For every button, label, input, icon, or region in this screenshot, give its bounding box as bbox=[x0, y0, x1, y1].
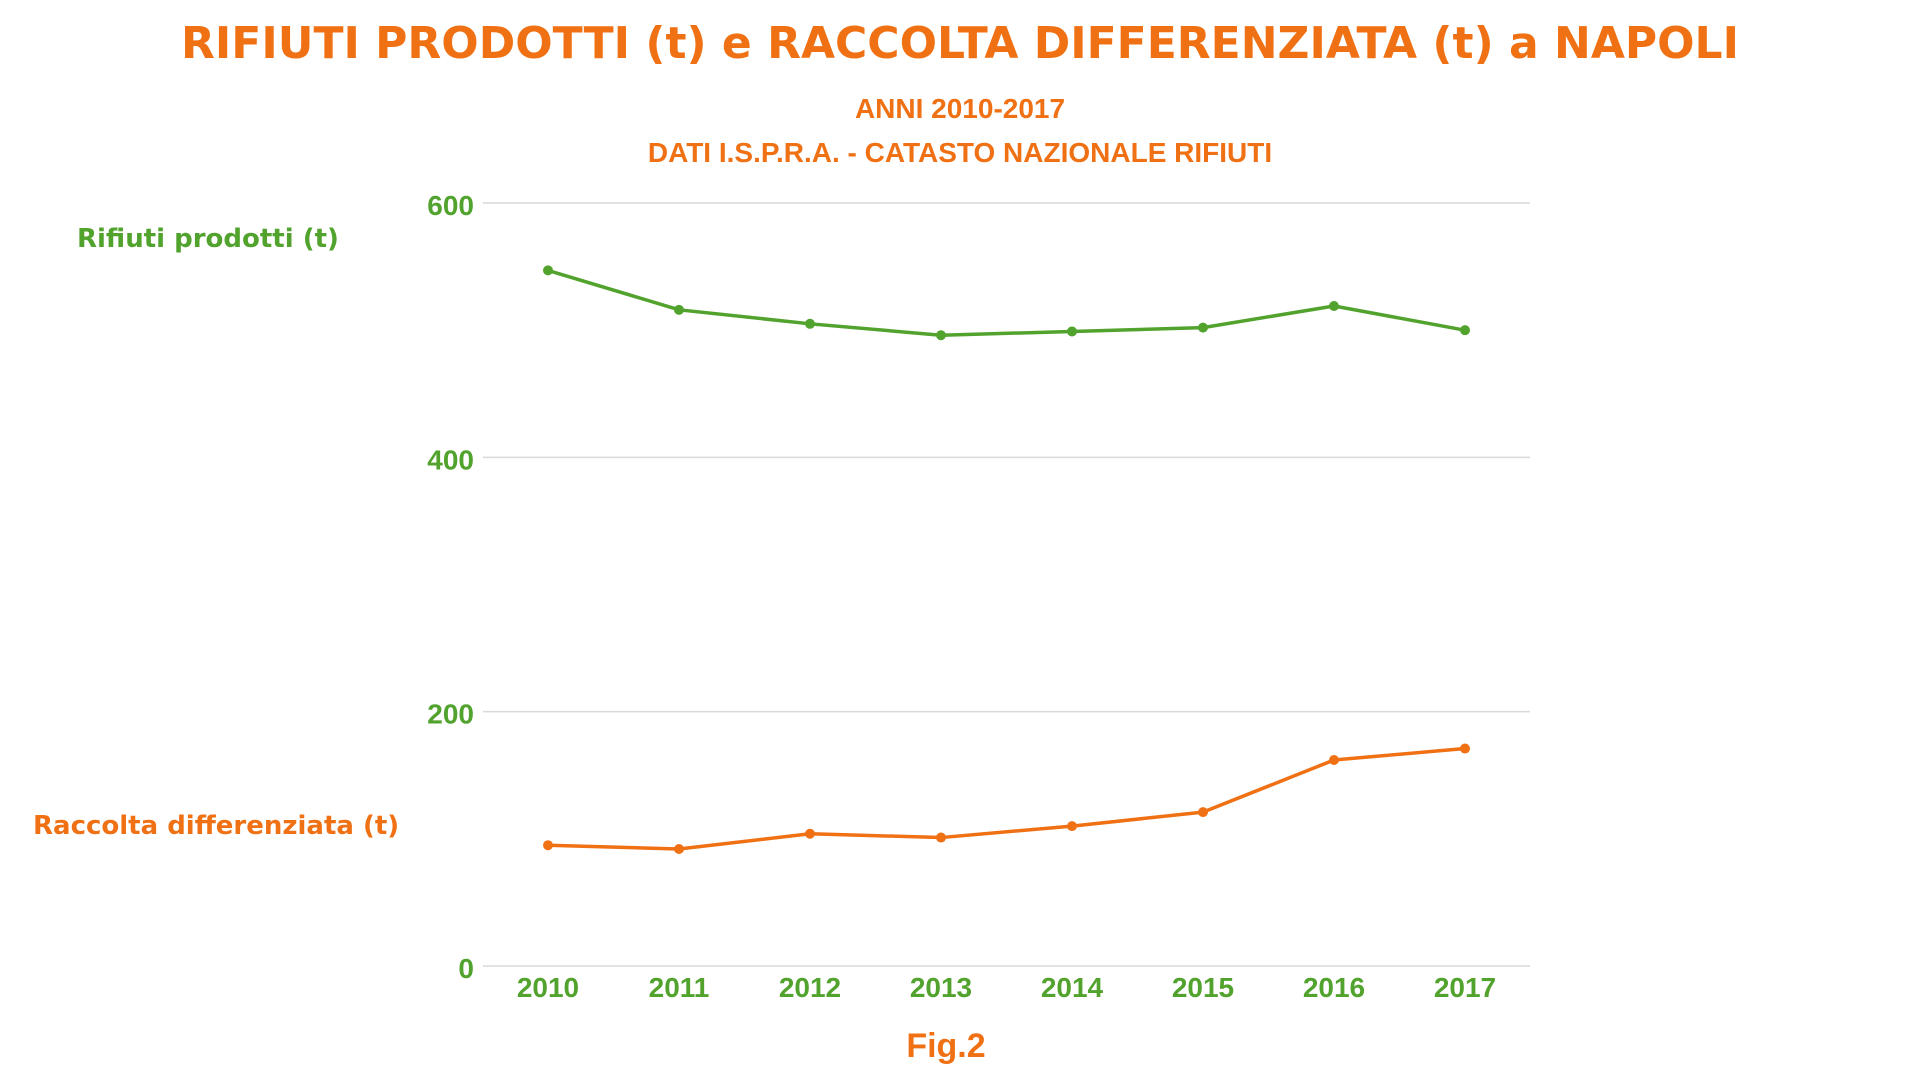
x-tick-label: 2017 bbox=[1434, 972, 1496, 1003]
data-point-rifiuti-prodotti bbox=[936, 330, 946, 341]
data-point-raccolta-differenziata bbox=[1460, 743, 1470, 754]
y-axis-ticks: 0 200 400 600 bbox=[427, 190, 474, 984]
data-point-raccolta-differenziata bbox=[674, 844, 684, 855]
x-tick-label: 2010 bbox=[517, 972, 579, 1003]
data-point-raccolta-differenziata bbox=[1198, 807, 1208, 818]
series-label-raccolta-differenziata: Raccolta differenziata (t) bbox=[33, 811, 399, 841]
data-point-rifiuti-prodotti bbox=[805, 318, 815, 329]
gridlines bbox=[483, 202, 1530, 967]
x-tick-label: 2011 bbox=[649, 972, 710, 1003]
series-label-rifiuti-prodotti: Rifiuti prodotti (t) bbox=[77, 224, 339, 254]
series-line-rifiuti-prodotti bbox=[546, 268, 1467, 338]
chart-subtitle-years: ANNI 2010-2017 bbox=[855, 93, 1065, 124]
x-tick-label: 2012 bbox=[779, 972, 841, 1003]
y-tick-label: 0 bbox=[458, 953, 474, 984]
data-point-rifiuti-prodotti bbox=[1329, 301, 1339, 312]
chart-title: RIFIUTI PRODOTTI (t) e RACCOLTA DIFFEREN… bbox=[181, 18, 1739, 69]
data-point-raccolta-differenziata bbox=[1329, 754, 1339, 765]
x-tick-label: 2016 bbox=[1303, 972, 1365, 1003]
figure-caption: Fig.2 bbox=[906, 1027, 985, 1065]
data-point-rifiuti-prodotti bbox=[1460, 325, 1470, 336]
series-line-raccolta-differenziata bbox=[546, 746, 1467, 851]
x-axis-ticks: 2010 2011 2012 2013 2014 2015 2016 2017 bbox=[517, 972, 1496, 1003]
x-tick-label: 2015 bbox=[1172, 972, 1234, 1003]
data-point-raccolta-differenziata bbox=[936, 832, 946, 843]
data-point-raccolta-differenziata bbox=[805, 828, 815, 839]
chart-subtitle-source: DATI I.S.P.R.A. - CATASTO NAZIONALE RIFI… bbox=[648, 137, 1272, 168]
series bbox=[543, 265, 1470, 855]
y-tick-label: 400 bbox=[427, 444, 474, 475]
data-point-rifiuti-prodotti bbox=[674, 304, 684, 315]
data-point-raccolta-differenziata bbox=[1067, 821, 1077, 832]
data-point-raccolta-differenziata bbox=[543, 840, 553, 851]
data-point-rifiuti-prodotti bbox=[543, 265, 553, 276]
x-tick-label: 2014 bbox=[1041, 972, 1104, 1003]
y-tick-label: 600 bbox=[427, 190, 474, 221]
x-tick-label: 2013 bbox=[910, 972, 972, 1003]
y-tick-label: 200 bbox=[427, 699, 474, 730]
data-point-rifiuti-prodotti bbox=[1198, 322, 1208, 333]
data-point-rifiuti-prodotti bbox=[1067, 326, 1077, 337]
